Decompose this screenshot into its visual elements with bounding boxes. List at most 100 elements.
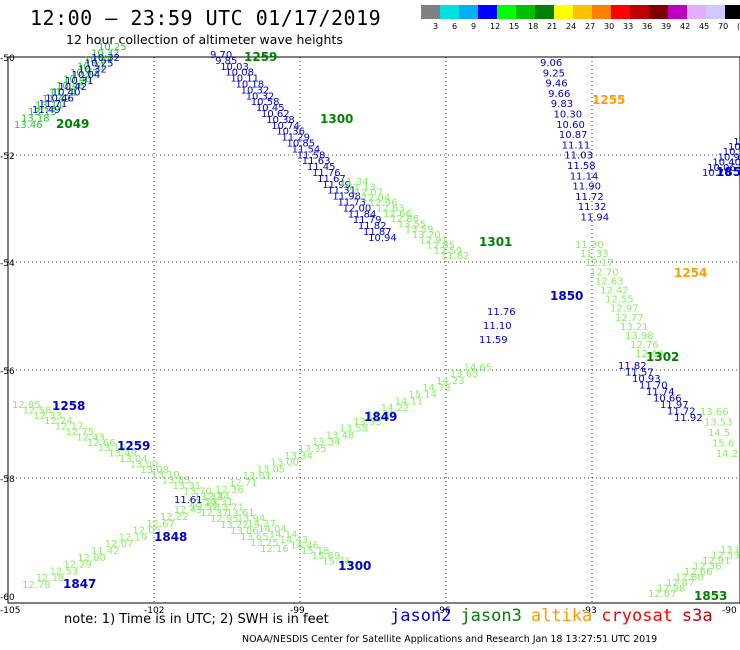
wave-height-value: 12.75	[66, 427, 95, 438]
wave-height-value: 10.98	[718, 152, 740, 163]
satellite-legend-cryosat: cryosat	[601, 606, 673, 626]
color-legend-swatch	[459, 5, 478, 19]
wave-height-value: 13.01	[243, 471, 272, 482]
wave-height-value: 11.45	[307, 162, 336, 173]
color-legend-label: 27	[585, 22, 596, 31]
wave-height-value: 11.58	[567, 161, 596, 172]
color-legend-label: 12	[490, 22, 501, 31]
wave-height-value: 10.08	[225, 68, 254, 79]
pass-time-label: 1302	[646, 350, 679, 364]
wave-height-value: 11.71	[49, 88, 78, 99]
lon-label: -90	[722, 606, 737, 616]
wave-height-value: 10.87	[559, 130, 588, 141]
wave-height-value: 10.45	[256, 103, 285, 114]
color-legend-swatch	[573, 5, 592, 19]
wave-height-value: 13.08	[140, 465, 169, 476]
wave-height-value: 12.85	[426, 241, 455, 252]
color-legend-label: 9	[471, 22, 477, 31]
wave-height-value: 10.06	[707, 163, 736, 174]
wave-height-value: 13.65	[240, 532, 269, 543]
wave-height-value: 13.93	[353, 417, 382, 428]
wave-height-value: 11.30	[575, 240, 604, 251]
wave-height-value: 13.10	[151, 470, 180, 481]
wave-height-value: 12.17	[585, 258, 614, 269]
wave-height-value: 14.46	[290, 540, 319, 551]
pass-time-label: 1300	[338, 559, 371, 573]
wave-height-value: 12.66	[383, 209, 412, 220]
wave-height-value: 12.91	[702, 556, 731, 567]
wave-height-value: 10.42	[70, 68, 99, 79]
pass-time-label: 1254	[674, 266, 707, 280]
wave-height-value: 13.21	[620, 322, 649, 333]
wave-height-value: 10.31	[77, 62, 106, 73]
wave-height-value: 11.54	[292, 144, 321, 155]
pass-time-label: 1847	[63, 577, 96, 591]
wave-height-value: 13.00	[270, 458, 299, 469]
color-legend	[421, 5, 740, 19]
wave-height-value: 10.85	[287, 139, 316, 150]
wave-height-value: 12.85	[12, 400, 41, 411]
wave-height-value: 12.18	[36, 573, 65, 584]
wave-height-value: 13.34	[284, 451, 313, 462]
wave-height-value: 12.91	[419, 235, 448, 246]
wave-height-value: 11.34	[340, 177, 369, 188]
wave-height-value: 12.16	[260, 544, 289, 555]
wave-height-value: 12.17	[55, 422, 84, 433]
wave-height-value: 13.19	[98, 443, 127, 454]
wave-height-value: 12.60	[675, 573, 704, 584]
wave-height-value: 13.11	[35, 101, 64, 112]
pass-time-label: 1848	[154, 530, 187, 544]
wave-height-value: 11.73	[338, 198, 367, 209]
wave-height-value: 13.34	[312, 437, 341, 448]
pass-time-label: 1853	[694, 589, 727, 603]
wave-height-value: 13.49	[108, 449, 137, 460]
wave-height-value: 11.74	[646, 387, 675, 398]
wave-height-value: 12.59	[434, 246, 463, 257]
wave-height-value: 13.59	[405, 225, 434, 236]
wave-height-value: 14.11	[395, 396, 424, 407]
color-legend-label: 36	[642, 22, 653, 31]
wave-height-value: 11.99	[322, 180, 351, 191]
pass-time-label: 1255	[592, 93, 625, 107]
color-legend-label: 21	[547, 22, 558, 31]
color-legend-swatch	[611, 5, 630, 19]
wave-height-value: 11.13	[347, 182, 376, 193]
wave-height-value: 10.40	[63, 75, 92, 86]
wave-height-value: 10.94	[368, 233, 397, 244]
wave-height-value: 11.58	[297, 150, 326, 161]
wave-height-value: 14.14	[269, 530, 298, 541]
wave-height-value: 13.32	[194, 492, 223, 503]
wave-height-value: 9.46	[545, 79, 567, 90]
wave-height-value: 12.00	[343, 203, 372, 214]
wave-height-value: 11.11	[562, 140, 591, 151]
wave-height-value: 12.66	[684, 567, 713, 578]
wave-height-value: 10.88	[723, 147, 740, 158]
wave-height-value: 12.66	[87, 438, 116, 449]
wave-height-value: 12.29	[63, 560, 92, 571]
color-legend-swatch	[725, 5, 740, 19]
wave-height-value: 13.05	[257, 464, 286, 475]
wave-height-value: 15.76	[322, 557, 351, 568]
wave-height-value: 12.67	[146, 519, 175, 530]
color-legend-label: 3	[433, 22, 439, 31]
wave-height-value: 11.57	[625, 368, 654, 379]
wave-height-value: 10.03	[220, 62, 249, 73]
color-legend-swatch	[440, 5, 459, 19]
pass-time-label: 1850	[550, 289, 583, 303]
wave-height-value: 9.83	[551, 99, 573, 110]
wave-height-value: 11.49	[32, 105, 61, 116]
satellite-legend: jason2 jason3 altika cryosat s3a	[390, 606, 722, 626]
wave-height-value: 10.30	[554, 110, 583, 121]
color-legend-swatch	[516, 5, 535, 19]
wave-height-value: 13.94	[237, 513, 266, 524]
wave-height-value: 12.67	[648, 589, 677, 600]
wave-height-value: 12.52	[190, 502, 219, 513]
wave-height-value: 12.19	[119, 532, 148, 543]
color-legend-swatch	[649, 5, 668, 19]
wave-height-value: 12.70	[590, 267, 619, 278]
wave-height-value: 13.85	[367, 410, 396, 421]
grid	[8, 57, 740, 603]
wave-height-value: 10.46	[45, 93, 74, 104]
color-legend-label: 70	[718, 22, 729, 31]
